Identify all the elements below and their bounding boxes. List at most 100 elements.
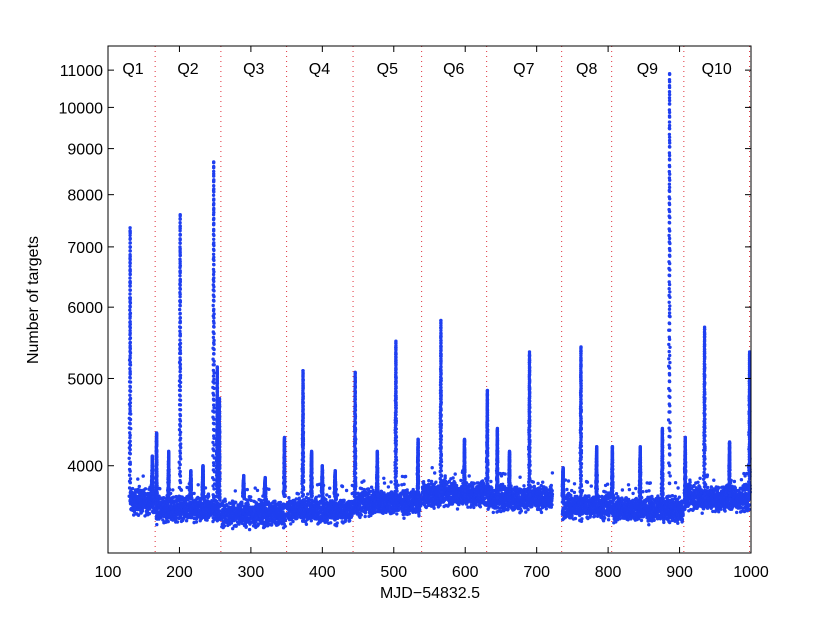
data-point	[433, 471, 437, 475]
data-point	[395, 512, 399, 516]
data-point	[218, 498, 222, 502]
data-point	[403, 474, 408, 479]
data-point	[369, 485, 374, 489]
data-point	[532, 484, 536, 488]
data-point	[171, 488, 175, 492]
data-point	[359, 513, 363, 517]
data-point	[472, 505, 476, 510]
data-point	[246, 502, 250, 507]
data-point	[267, 487, 271, 491]
data-point	[402, 482, 406, 486]
data-point	[185, 485, 189, 490]
data-point	[158, 487, 162, 491]
data-point	[231, 526, 235, 531]
data-point	[434, 480, 438, 484]
data-point	[247, 527, 252, 532]
data-point	[141, 474, 145, 478]
data-point	[472, 482, 476, 486]
data-point	[550, 492, 555, 496]
data-point	[240, 521, 244, 526]
data-point	[455, 507, 460, 511]
data-point	[587, 494, 591, 498]
data-point	[234, 524, 238, 528]
data-point	[234, 500, 238, 504]
data-point	[489, 479, 493, 484]
data-point	[222, 524, 227, 528]
data-point	[148, 507, 152, 511]
data-point	[342, 498, 346, 502]
data-point	[550, 489, 554, 493]
data-points	[127, 72, 752, 532]
data-point	[518, 475, 522, 479]
data-point	[550, 503, 554, 507]
data-point	[467, 474, 471, 478]
data-point	[573, 516, 578, 521]
data-point	[273, 499, 277, 503]
data-point	[451, 476, 455, 480]
data-point	[589, 484, 593, 488]
data-point	[544, 507, 548, 511]
data-point	[328, 486, 332, 490]
data-point	[526, 507, 530, 512]
data-point	[443, 476, 447, 480]
data-point	[162, 496, 166, 500]
data-point	[585, 480, 590, 484]
data-point	[531, 480, 535, 484]
data-point	[348, 518, 352, 523]
data-point	[143, 487, 148, 491]
data-point	[432, 506, 436, 510]
data-point	[281, 510, 285, 514]
data-point	[389, 480, 393, 484]
data-point	[340, 484, 345, 489]
data-point	[136, 477, 140, 481]
data-point	[519, 509, 523, 513]
data-point	[140, 509, 145, 513]
data-point	[459, 478, 463, 483]
data-point	[382, 481, 387, 485]
data-point	[256, 522, 260, 526]
data-point	[306, 492, 310, 496]
data-point	[249, 520, 253, 525]
data-point	[566, 479, 571, 483]
data-point	[192, 491, 196, 496]
data-point	[402, 516, 406, 520]
data-point	[297, 496, 301, 500]
data-point	[207, 494, 211, 498]
data-point	[329, 521, 333, 525]
data-point	[283, 518, 288, 522]
data-point	[130, 486, 135, 491]
data-point	[572, 490, 577, 495]
data-point	[335, 521, 339, 525]
data-point	[174, 516, 178, 520]
data-point	[274, 503, 279, 507]
data-point	[363, 514, 367, 519]
data-point	[194, 520, 199, 524]
data-point	[429, 479, 434, 484]
data-point	[536, 481, 540, 486]
data-point	[147, 512, 152, 516]
data-point	[289, 522, 293, 526]
data-point	[362, 479, 366, 483]
data-point	[386, 485, 391, 489]
data-point	[565, 487, 569, 492]
data-point	[294, 497, 298, 501]
data-point	[418, 508, 422, 512]
data-point	[136, 513, 141, 517]
data-point	[572, 482, 577, 486]
data-point	[381, 511, 385, 515]
data-point	[478, 505, 483, 509]
data-point	[229, 521, 234, 525]
data-point	[264, 506, 268, 511]
data-point	[205, 518, 209, 522]
data-point	[325, 518, 329, 522]
data-point	[491, 510, 495, 515]
data-point	[249, 495, 253, 499]
data-point	[549, 483, 553, 488]
data-point	[283, 524, 287, 528]
data-point	[541, 480, 545, 484]
data-point	[166, 519, 170, 524]
data-point	[291, 519, 295, 524]
data-point	[223, 499, 227, 503]
data-point	[161, 518, 165, 522]
